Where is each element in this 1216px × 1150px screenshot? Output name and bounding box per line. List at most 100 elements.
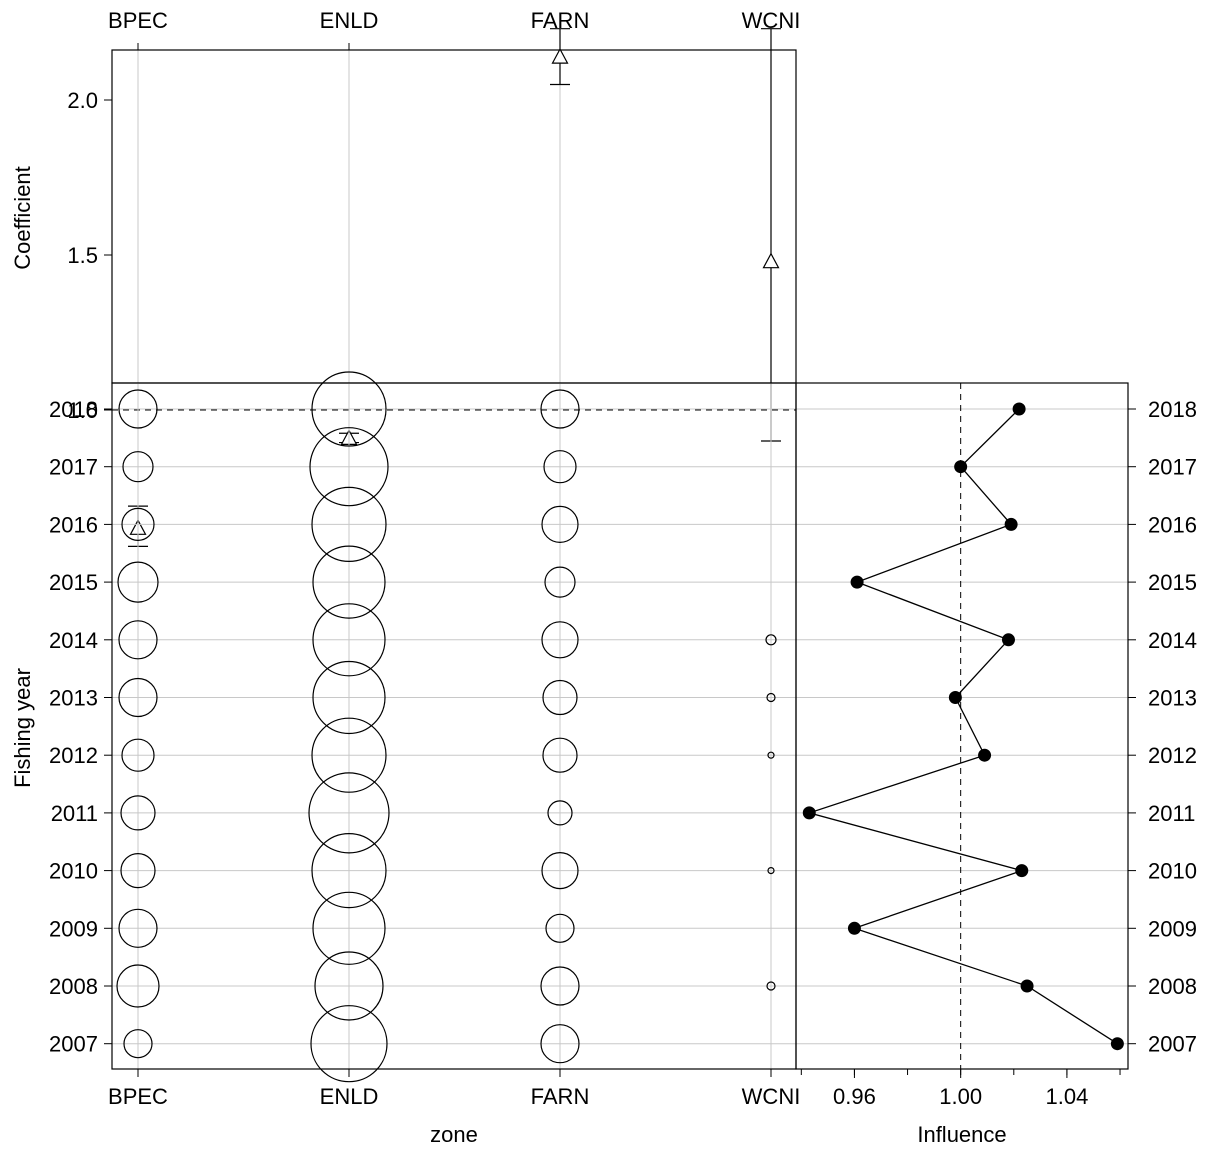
influence-point-2007 — [1110, 1037, 1124, 1051]
influence-line — [807, 408, 1118, 1045]
year-left-label-2010: 2010 — [49, 859, 98, 884]
bubble-farn-2018 — [540, 389, 580, 429]
zone-bottom-label-farn: FARN — [531, 1084, 590, 1109]
bubble-bpec-2015 — [117, 561, 159, 603]
bubble-panel: BPEC ENLD FARN WCNI 2018 2018 2017 2017 2016 2016… — [49, 371, 1197, 1109]
influence-point-2015 — [850, 575, 864, 589]
bubble-enld-2009 — [312, 891, 386, 965]
coef-triangle-marker — [762, 252, 780, 269]
zone-bottom-label-enld: ENLD — [320, 1084, 379, 1109]
influence-panel: 0.96 1.00 1.04 — [795, 382, 1129, 1109]
bubble-wcni-2010 — [767, 866, 775, 875]
influence-point-2010 — [1015, 864, 1029, 878]
bubble-bpec-2007 — [123, 1029, 153, 1059]
coef-point-farn — [550, 28, 570, 86]
bubble-enld-2016 — [311, 486, 387, 563]
year-right-label-2008: 2008 — [1148, 974, 1197, 999]
influence-point-2011 — [802, 806, 816, 820]
coef-ytick-label: 1.0 — [67, 398, 98, 423]
bubble-bpec-2008 — [116, 964, 160, 1008]
year-left-label-2018: 2018 — [49, 397, 98, 422]
year-left-label-2017: 2017 — [49, 455, 98, 480]
year-right-label-2009: 2009 — [1148, 916, 1197, 941]
bubble-wcni-2008 — [766, 981, 776, 991]
bubble-enld-2018 — [311, 371, 387, 447]
year-right-label-2017: 2017 — [1148, 455, 1197, 480]
coef-ytick-label: 1.5 — [67, 243, 98, 268]
bubble-farn-2016 — [541, 505, 579, 544]
year-left-label-2008: 2008 — [49, 974, 98, 999]
year-right-label-2010: 2010 — [1148, 859, 1197, 884]
influence-point-2013 — [948, 691, 962, 704]
year-right-label-2015: 2015 — [1148, 570, 1197, 595]
year-left-label-2015: 2015 — [49, 570, 98, 595]
bubble-enld-2017 — [309, 427, 389, 507]
influence-point-2012 — [978, 748, 992, 762]
bubble-bpec-2013 — [118, 677, 158, 718]
influence-axis-title: Influence — [917, 1122, 1006, 1147]
bubble-farn-2007 — [540, 1024, 580, 1064]
year-right-label-2007: 2007 — [1148, 1032, 1197, 1057]
year-right-label-2018: 2018 — [1148, 397, 1197, 422]
bubble-wcni-2013 — [766, 692, 776, 703]
bubble-enld-2012 — [311, 717, 387, 793]
bubble-farn-2013 — [542, 679, 578, 716]
bubble-bpec-2010 — [120, 852, 156, 889]
bubble-farn-2009 — [545, 913, 575, 943]
coef-ytick-label: 2.0 — [67, 88, 98, 113]
bubble-enld-2010 — [311, 832, 387, 909]
year-left-label-2014: 2014 — [49, 628, 98, 653]
coef-panel-frame — [111, 49, 797, 384]
bubble-wcni-2012 — [767, 751, 775, 759]
bubble-farn-2012 — [542, 737, 578, 773]
bubble-enld-2008 — [314, 951, 384, 1021]
bubble-enld-2007 — [310, 1005, 388, 1083]
bubble-farn-2008 — [540, 966, 580, 1006]
year-right-label-2013: 2013 — [1148, 686, 1197, 711]
influence-point-2009 — [847, 921, 861, 935]
influence-point-2008 — [1020, 979, 1034, 993]
influence-xtick-label: 1.04 — [1045, 1084, 1088, 1109]
bubble-farn-2017 — [543, 450, 577, 484]
influence-xtick-label: 1.00 — [939, 1084, 982, 1109]
bubble-enld-2014 — [312, 603, 386, 677]
year-right-label-2014: 2014 — [1148, 628, 1197, 653]
bubble-farn-2015 — [544, 566, 576, 598]
coef-point-wcni — [761, 28, 781, 442]
influence-xtick-label: 0.96 — [833, 1084, 876, 1109]
influence-point-2014 — [1001, 633, 1015, 647]
year-left-label-2011: 2011 — [51, 801, 98, 826]
bubble-farn-2010 — [541, 851, 579, 890]
bubble-enld-2015 — [312, 545, 386, 619]
zone-top-label-enld: ENLD — [320, 8, 379, 33]
zone-top-label-bpec: BPEC — [108, 8, 168, 33]
year-right-label-2011: 2011 — [1148, 801, 1195, 826]
bubble-enld-2011 — [308, 772, 390, 854]
bubble-bpec-2012 — [121, 738, 155, 772]
bubble-farn-2011 — [547, 800, 573, 826]
coefficient-axis-title: Coefficient — [10, 166, 35, 270]
influence-point-2016 — [1004, 517, 1018, 531]
bubble-wcni-2014 — [765, 634, 777, 646]
zone-axis-title: zone — [430, 1122, 478, 1147]
influence-point-2017 — [954, 460, 968, 474]
bubble-farn-2014 — [541, 621, 579, 659]
bubble-enld-2013 — [312, 660, 386, 735]
bubble-panel-frame — [111, 382, 797, 1070]
zone-bottom-label-bpec: BPEC — [108, 1084, 168, 1109]
year-left-label-2007: 2007 — [49, 1032, 98, 1057]
fishing-year-axis-title: Fishing year — [10, 668, 35, 788]
year-left-label-2009: 2009 — [49, 916, 98, 941]
influence-point-2018 — [1012, 402, 1026, 416]
bubble-bpec-2009 — [118, 908, 158, 948]
year-right-label-2012: 2012 — [1148, 743, 1197, 768]
bubble-bpec-2014 — [118, 620, 158, 660]
year-right-label-2016: 2016 — [1148, 512, 1197, 537]
bubble-bpec-2017 — [122, 451, 154, 483]
year-left-label-2012: 2012 — [49, 743, 98, 768]
bubble-bpec-2016 — [121, 507, 155, 542]
zone-bottom-label-wcni: WCNI — [742, 1084, 801, 1109]
bubble-bpec-2011 — [120, 795, 156, 831]
